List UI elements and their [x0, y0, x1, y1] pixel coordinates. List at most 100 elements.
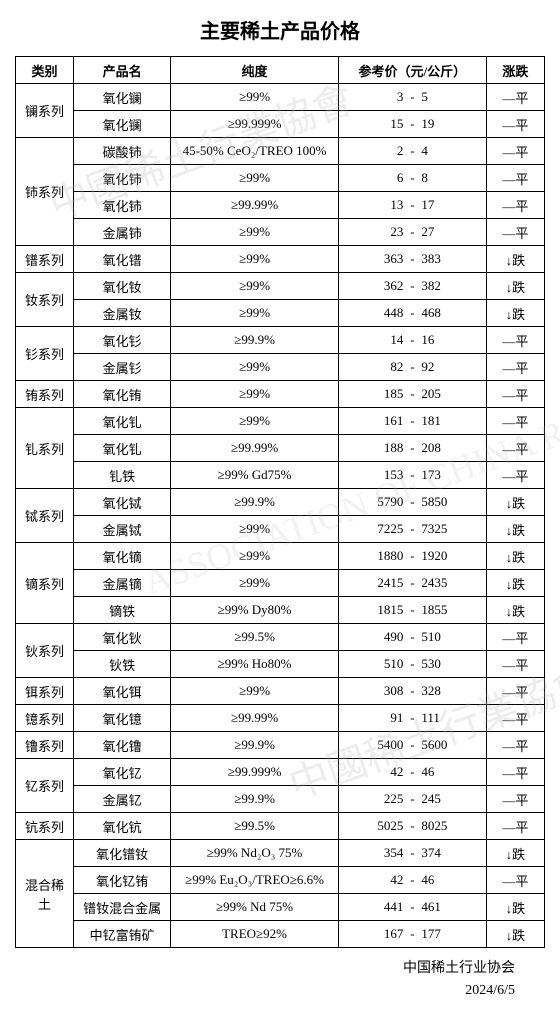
table-row: 镨系列氧化镨≥99%363-383↓跌	[16, 246, 545, 273]
cell-product: 氧化铈	[74, 192, 171, 219]
cell-trend: —平	[486, 435, 544, 462]
cell-category: 镥系列	[16, 732, 74, 759]
cell-trend: ↓跌	[486, 300, 544, 327]
table-row: 钇系列氧化钇≥99.999%42-46—平	[16, 759, 545, 786]
cell-price: 42-46	[338, 759, 486, 786]
table-row: 钬铁≥99% Ho80%510-530—平	[16, 651, 545, 678]
table-row: 金属铈≥99%23-27—平	[16, 219, 545, 246]
cell-product: 碳酸铈	[74, 138, 171, 165]
table-row: 金属铽≥99%7225-7325↓跌	[16, 516, 545, 543]
cell-category: 钬系列	[16, 624, 74, 678]
cell-price: 82-92	[338, 354, 486, 381]
cell-purity: ≥99.999%	[171, 111, 339, 138]
cell-trend: —平	[486, 111, 544, 138]
table-row: 钆系列氧化钆≥99%161-181—平	[16, 408, 545, 435]
cell-product: 氧化钇	[74, 759, 171, 786]
cell-price: 153-173	[338, 462, 486, 489]
cell-product: 氧化钕	[74, 273, 171, 300]
table-row: 铈系列碳酸铈45-50% CeO₂/TREO 100%2-4—平	[16, 138, 545, 165]
cell-purity: ≥99.5%	[171, 624, 339, 651]
cell-trend: ↓跌	[486, 516, 544, 543]
table-row: 混合稀土氧化镨钕≥99% Nd₂O₃ 75%354-374↓跌	[16, 840, 545, 867]
cell-price: 23-27	[338, 219, 486, 246]
cell-price: 2415-2435	[338, 570, 486, 597]
cell-category: 钆系列	[16, 408, 74, 489]
cell-category: 镝系列	[16, 543, 74, 624]
cell-price: 510-530	[338, 651, 486, 678]
cell-trend: —平	[486, 192, 544, 219]
cell-price: 5025-8025	[338, 813, 486, 840]
cell-product: 镨钕混合金属	[74, 894, 171, 921]
cell-trend: —平	[486, 408, 544, 435]
table-row: 镝系列氧化镝≥99%1880-1920↓跌	[16, 543, 545, 570]
cell-trend: ↓跌	[486, 489, 544, 516]
cell-category: 钕系列	[16, 273, 74, 327]
cell-trend: —平	[486, 813, 544, 840]
cell-product: 氧化铕	[74, 381, 171, 408]
cell-trend: —平	[486, 732, 544, 759]
cell-purity: ≥99.9%	[171, 489, 339, 516]
cell-trend: —平	[486, 138, 544, 165]
cell-purity: ≥99.999%	[171, 759, 339, 786]
cell-trend: —平	[486, 381, 544, 408]
cell-price: 363-383	[338, 246, 486, 273]
cell-trend: ↓跌	[486, 273, 544, 300]
cell-trend: —平	[486, 84, 544, 111]
table-row: 氧化钇铕≥99% Eu₂O₃/TREO≥6.6%42-46—平	[16, 867, 545, 894]
cell-price: 188-208	[338, 435, 486, 462]
table-row: 氧化钆≥99.99%188-208—平	[16, 435, 545, 462]
table-row: 钐系列氧化钐≥99.9%14-16—平	[16, 327, 545, 354]
table-row: 钕系列氧化钕≥99%362-382↓跌	[16, 273, 545, 300]
cell-purity: ≥99% Nd₂O₃ 75%	[171, 840, 339, 867]
cell-price: 362-382	[338, 273, 486, 300]
cell-purity: ≥99%	[171, 219, 339, 246]
cell-trend: —平	[486, 219, 544, 246]
cell-category: 混合稀土	[16, 840, 74, 948]
cell-price: 167-177	[338, 921, 486, 948]
table-row: 金属镝≥99%2415-2435↓跌	[16, 570, 545, 597]
cell-price: 6-8	[338, 165, 486, 192]
cell-price: 185-205	[338, 381, 486, 408]
cell-trend: ↓跌	[486, 894, 544, 921]
cell-purity: ≥99%	[171, 300, 339, 327]
cell-product: 金属铈	[74, 219, 171, 246]
cell-price: 225-245	[338, 786, 486, 813]
cell-price: 5400-5600	[338, 732, 486, 759]
cell-price: 308-328	[338, 678, 486, 705]
cell-product: 氧化钬	[74, 624, 171, 651]
cell-purity: ≥99%	[171, 678, 339, 705]
table-row: 镝铁≥99% Dy80%1815-1855↓跌	[16, 597, 545, 624]
cell-product: 氧化钆	[74, 435, 171, 462]
cell-product: 氧化镧	[74, 111, 171, 138]
cell-product: 氧化钆	[74, 408, 171, 435]
cell-purity: ≥99%	[171, 273, 339, 300]
cell-product: 氧化镝	[74, 543, 171, 570]
cell-product: 氧化钪	[74, 813, 171, 840]
header-product: 产品名	[74, 57, 171, 84]
cell-trend: —平	[486, 705, 544, 732]
cell-purity: ≥99%	[171, 516, 339, 543]
cell-price: 91-111	[338, 705, 486, 732]
table-row: 钆铁≥99% Gd75%153-173—平	[16, 462, 545, 489]
cell-price: 1815-1855	[338, 597, 486, 624]
cell-purity: ≥99.9%	[171, 327, 339, 354]
table-row: 氧化铈≥99%6-8—平	[16, 165, 545, 192]
table-row: 铽系列氧化铽≥99.9%5790-5850↓跌	[16, 489, 545, 516]
cell-price: 1880-1920	[338, 543, 486, 570]
header-price: 参考价（元/公斤）	[338, 57, 486, 84]
table-row: 铒系列氧化铒≥99%308-328—平	[16, 678, 545, 705]
cell-trend: —平	[486, 651, 544, 678]
cell-trend: —平	[486, 759, 544, 786]
cell-purity: ≥99.9%	[171, 732, 339, 759]
table-row: 金属钐≥99%82-92—平	[16, 354, 545, 381]
table-row: 镧系列氧化镧≥99%3-5—平	[16, 84, 545, 111]
table-row: 中钇富铕矿TREO≥92%167-177↓跌	[16, 921, 545, 948]
table-row: 镥系列氧化镥≥99.9%5400-5600—平	[16, 732, 545, 759]
cell-product: 金属钇	[74, 786, 171, 813]
cell-price: 441-461	[338, 894, 486, 921]
cell-trend: —平	[486, 678, 544, 705]
header-trend: 涨跌	[486, 57, 544, 84]
cell-category: 镨系列	[16, 246, 74, 273]
cell-price: 5790-5850	[338, 489, 486, 516]
cell-category: 铽系列	[16, 489, 74, 543]
